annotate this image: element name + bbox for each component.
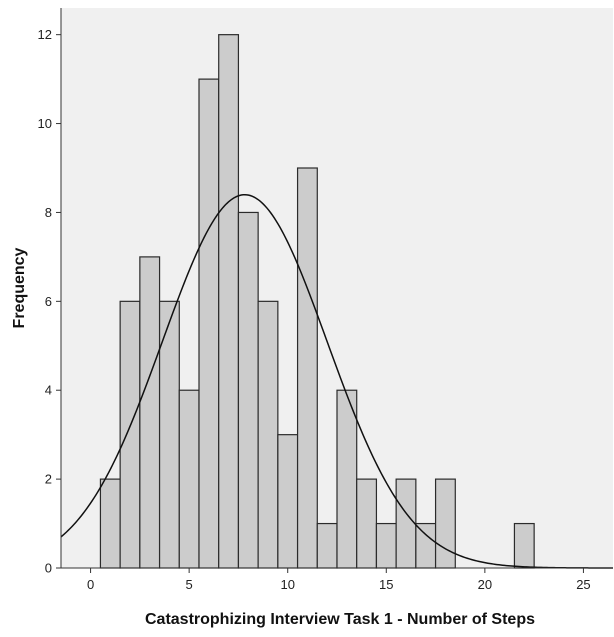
histogram-bar-13 — [356, 478, 378, 569]
histogram-bar-10 — [296, 167, 318, 569]
normal-curve — [60, 193, 613, 569]
histogram-bar-18 — [513, 522, 535, 569]
histogram-bar-2 — [139, 256, 161, 569]
histogram-bar-4 — [178, 389, 200, 569]
histogram-bar-11 — [316, 522, 338, 569]
y-tick-label: 4 — [45, 383, 52, 398]
bars-layer — [99, 34, 535, 569]
y-tick-label: 6 — [45, 294, 52, 309]
y-tick-label: 8 — [45, 205, 52, 220]
histogram-bar-12 — [336, 389, 358, 569]
histogram-bar-16 — [415, 522, 437, 569]
y-tick-label: 2 — [45, 472, 52, 487]
histogram-bar-7 — [237, 211, 259, 569]
y-tick-label: 10 — [38, 116, 52, 131]
y-ticks: 0 2 4 6 8 10 12 — [38, 27, 61, 576]
histogram-bar-17 — [434, 478, 456, 569]
x-axis-title: Catastrophizing Interview Task 1 - Numbe… — [145, 611, 535, 628]
y-axis-title: Frequency — [11, 247, 28, 328]
histogram-bar-9 — [277, 434, 299, 569]
x-tick-label: 25 — [576, 577, 590, 592]
x-tick-label: 0 — [87, 577, 94, 592]
y-tick-label: 0 — [45, 561, 52, 576]
y-tick-label: 12 — [38, 27, 52, 42]
histogram-bar-1 — [119, 300, 141, 569]
x-ticks: 0 5 10 15 20 25 — [87, 568, 591, 592]
histogram-bar-6 — [218, 34, 240, 569]
histogram-bar-0 — [99, 478, 121, 569]
histogram-bar-5 — [198, 78, 220, 569]
histogram-bar-14 — [375, 522, 397, 569]
histogram-bar-15 — [395, 478, 417, 569]
histogram-bar-8 — [257, 300, 279, 569]
x-tick-label: 5 — [186, 577, 193, 592]
x-tick-label: 15 — [379, 577, 393, 592]
x-tick-label: 20 — [478, 577, 492, 592]
x-tick-label: 10 — [280, 577, 294, 592]
